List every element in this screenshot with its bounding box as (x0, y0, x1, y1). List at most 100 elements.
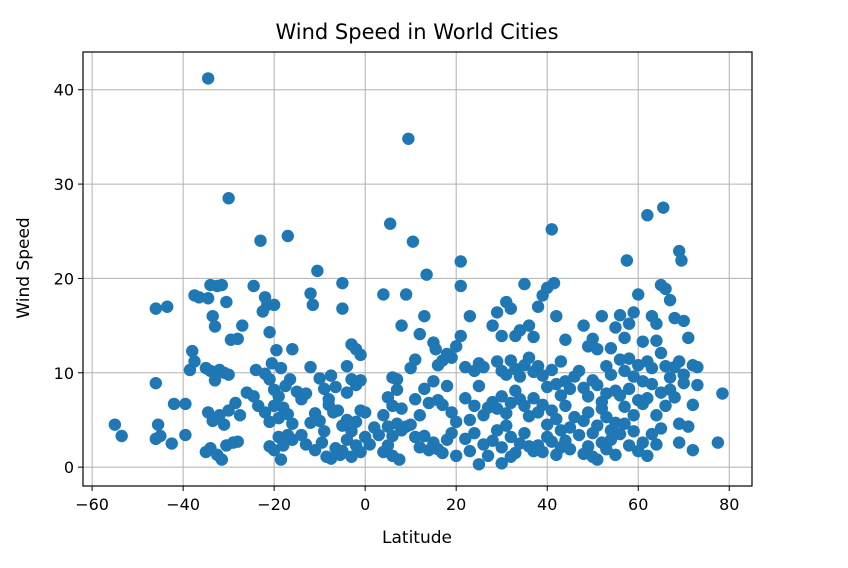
data-point (336, 444, 349, 458)
data-point (336, 302, 349, 315)
data-point (622, 382, 636, 396)
data-point (358, 406, 372, 419)
data-point (604, 342, 618, 355)
data-point (547, 276, 561, 290)
y-tick-label: 20 (54, 269, 74, 288)
data-point (554, 355, 568, 368)
data-point (663, 371, 677, 384)
data-point (677, 368, 690, 381)
data-point (349, 415, 363, 429)
data-point (329, 380, 342, 394)
data-point (409, 393, 422, 406)
data-point (311, 264, 324, 278)
data-point (554, 389, 568, 402)
data-point (449, 449, 463, 463)
data-point (654, 422, 668, 435)
data-point (186, 344, 199, 358)
data-point (513, 324, 527, 337)
data-point (324, 369, 338, 382)
data-point (613, 353, 627, 366)
data-point (691, 378, 704, 392)
data-point (445, 426, 458, 440)
data-point (595, 309, 609, 323)
data-point (179, 397, 192, 411)
x-tick-label: 0 (360, 495, 370, 514)
data-point (315, 436, 329, 449)
x-tick-label: 60 (628, 495, 648, 514)
data-point (267, 298, 281, 312)
data-point (563, 443, 577, 456)
data-point (286, 342, 299, 356)
data-point (672, 355, 686, 368)
data-point (581, 406, 595, 419)
data-point (149, 376, 163, 390)
data-point (390, 373, 404, 386)
data-point (675, 254, 688, 267)
data-point (427, 375, 440, 388)
data-point (313, 372, 326, 385)
data-point (504, 430, 517, 444)
data-point (495, 441, 508, 454)
data-point (406, 235, 420, 248)
data-point (151, 418, 165, 431)
data-point (668, 391, 681, 404)
data-point (418, 429, 431, 443)
data-point (657, 201, 670, 214)
data-point (345, 450, 358, 463)
data-point (377, 409, 390, 422)
data-point (167, 397, 181, 411)
data-point (440, 379, 454, 393)
data-point (641, 209, 654, 222)
data-point (204, 364, 217, 378)
data-point (477, 360, 490, 374)
x-tick-label: −60 (75, 495, 109, 514)
data-point (495, 329, 508, 343)
data-point (659, 399, 672, 413)
data-point (331, 404, 345, 417)
data-point (377, 288, 390, 301)
data-point (711, 436, 725, 449)
data-point (231, 332, 244, 346)
data-point (541, 418, 554, 431)
y-tick-label: 30 (54, 175, 74, 194)
y-tick-label: 40 (54, 81, 74, 100)
y-tick-label: 0 (64, 458, 74, 477)
data-point (645, 377, 659, 391)
data-point (581, 440, 595, 453)
data-point (716, 387, 729, 400)
data-point (231, 435, 244, 448)
data-point (393, 453, 406, 466)
data-point (586, 332, 599, 346)
data-point (536, 369, 549, 382)
data-point (454, 279, 467, 293)
data-point (468, 426, 481, 440)
data-point (418, 309, 431, 323)
data-point (299, 438, 313, 451)
data-point (215, 278, 229, 292)
data-point (395, 319, 408, 332)
data-point (154, 429, 167, 443)
data-point (641, 449, 654, 463)
data-point (650, 334, 663, 347)
data-point (272, 390, 285, 403)
data-point (420, 268, 433, 281)
data-point (500, 407, 513, 420)
data-point (399, 288, 413, 301)
data-point (622, 439, 636, 452)
data-point (318, 382, 331, 396)
data-point (304, 360, 317, 374)
data-point (536, 445, 549, 459)
data-point (402, 132, 415, 145)
data-point (372, 428, 386, 442)
data-point (686, 443, 700, 457)
data-point (495, 390, 508, 403)
data-point (454, 255, 467, 268)
data-point (472, 458, 486, 471)
x-axis-label: Latitude (382, 528, 452, 548)
data-point (613, 427, 627, 441)
data-point (229, 396, 242, 410)
data-point (545, 363, 558, 377)
data-point (559, 333, 572, 346)
data-point (641, 392, 654, 405)
